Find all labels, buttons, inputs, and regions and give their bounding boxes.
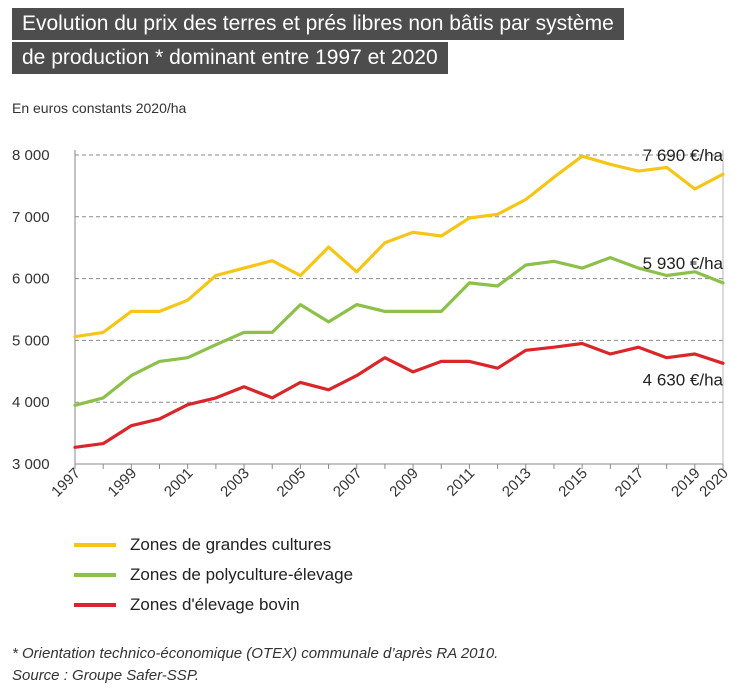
x-tick-label: 2019	[668, 465, 704, 501]
y-tick-label: 7 000	[12, 209, 50, 226]
legend-swatch-elevage-bovin	[74, 603, 116, 607]
series-line-elevage-bovin	[73, 341, 725, 449]
chart-title-line-2: de production * dominant entre 1997 et 2…	[12, 42, 448, 74]
x-tick-label: 2001	[161, 465, 197, 501]
x-tick-label: 2005	[274, 465, 310, 501]
legend-item-elevage-bovin: Zones d'élevage bovin	[74, 590, 353, 620]
series-end-label: 7 690 €/ha	[643, 146, 724, 165]
y-axis-units-label: En euros constants 2020/ha	[12, 100, 187, 116]
x-tick-label: 2020	[696, 465, 732, 501]
x-tick-label: 2013	[499, 465, 535, 501]
y-tick-label: 6 000	[12, 271, 50, 288]
x-tick-label: 2015	[555, 465, 591, 501]
series-line-polyculture	[73, 256, 725, 407]
x-tick-label: 2009	[386, 465, 422, 501]
x-tick-label: 1997	[48, 465, 84, 501]
x-tick-label: 2007	[330, 465, 366, 501]
series-end-label: 4 630 €/ha	[643, 370, 724, 389]
chart-title: Evolution du prix des terres et prés lib…	[12, 8, 624, 76]
y-tick-label: 3 000	[12, 456, 50, 473]
x-tick-label: 2017	[612, 465, 648, 501]
series-line-grandes-cultures	[73, 154, 725, 339]
legend-label-polyculture: Zones de polyculture-élevage	[130, 565, 354, 584]
chart-title-line-1: Evolution du prix des terres et prés lib…	[12, 8, 624, 40]
x-tick-label: 2003	[217, 465, 253, 501]
legend-item-polyculture: Zones de polyculture-élevage	[74, 560, 353, 590]
x-tick-label: 2011	[443, 465, 478, 500]
legend-item-grandes-cultures: Zones de grandes cultures	[74, 530, 353, 560]
x-tick-label: 1999	[105, 465, 141, 501]
legend-label-elevage-bovin: Zones d'élevage bovin	[130, 595, 300, 614]
series-end-label: 5 930 €/ha	[643, 254, 724, 273]
legend-swatch-grandes-cultures	[74, 543, 116, 547]
legend: Zones de grandes cultures Zones de polyc…	[74, 530, 353, 620]
legend-swatch-polyculture	[74, 573, 116, 577]
legend-label-grandes-cultures: Zones de grandes cultures	[130, 535, 332, 554]
notes: * Orientation technico-économique (OTEX)…	[12, 643, 498, 687]
y-tick-label: 8 000	[12, 147, 50, 164]
line-chart: 3 000 4 000 5 000 6 000 7 000 8 000 1997 1999 20…	[12, 146, 732, 501]
y-tick-label: 4 000	[12, 394, 50, 411]
source-note: Source : Groupe Safer-SSP.	[12, 667, 200, 684]
y-tick-label: 5 000	[12, 332, 50, 349]
footnote: * Orientation technico-économique (OTEX)…	[12, 645, 499, 662]
